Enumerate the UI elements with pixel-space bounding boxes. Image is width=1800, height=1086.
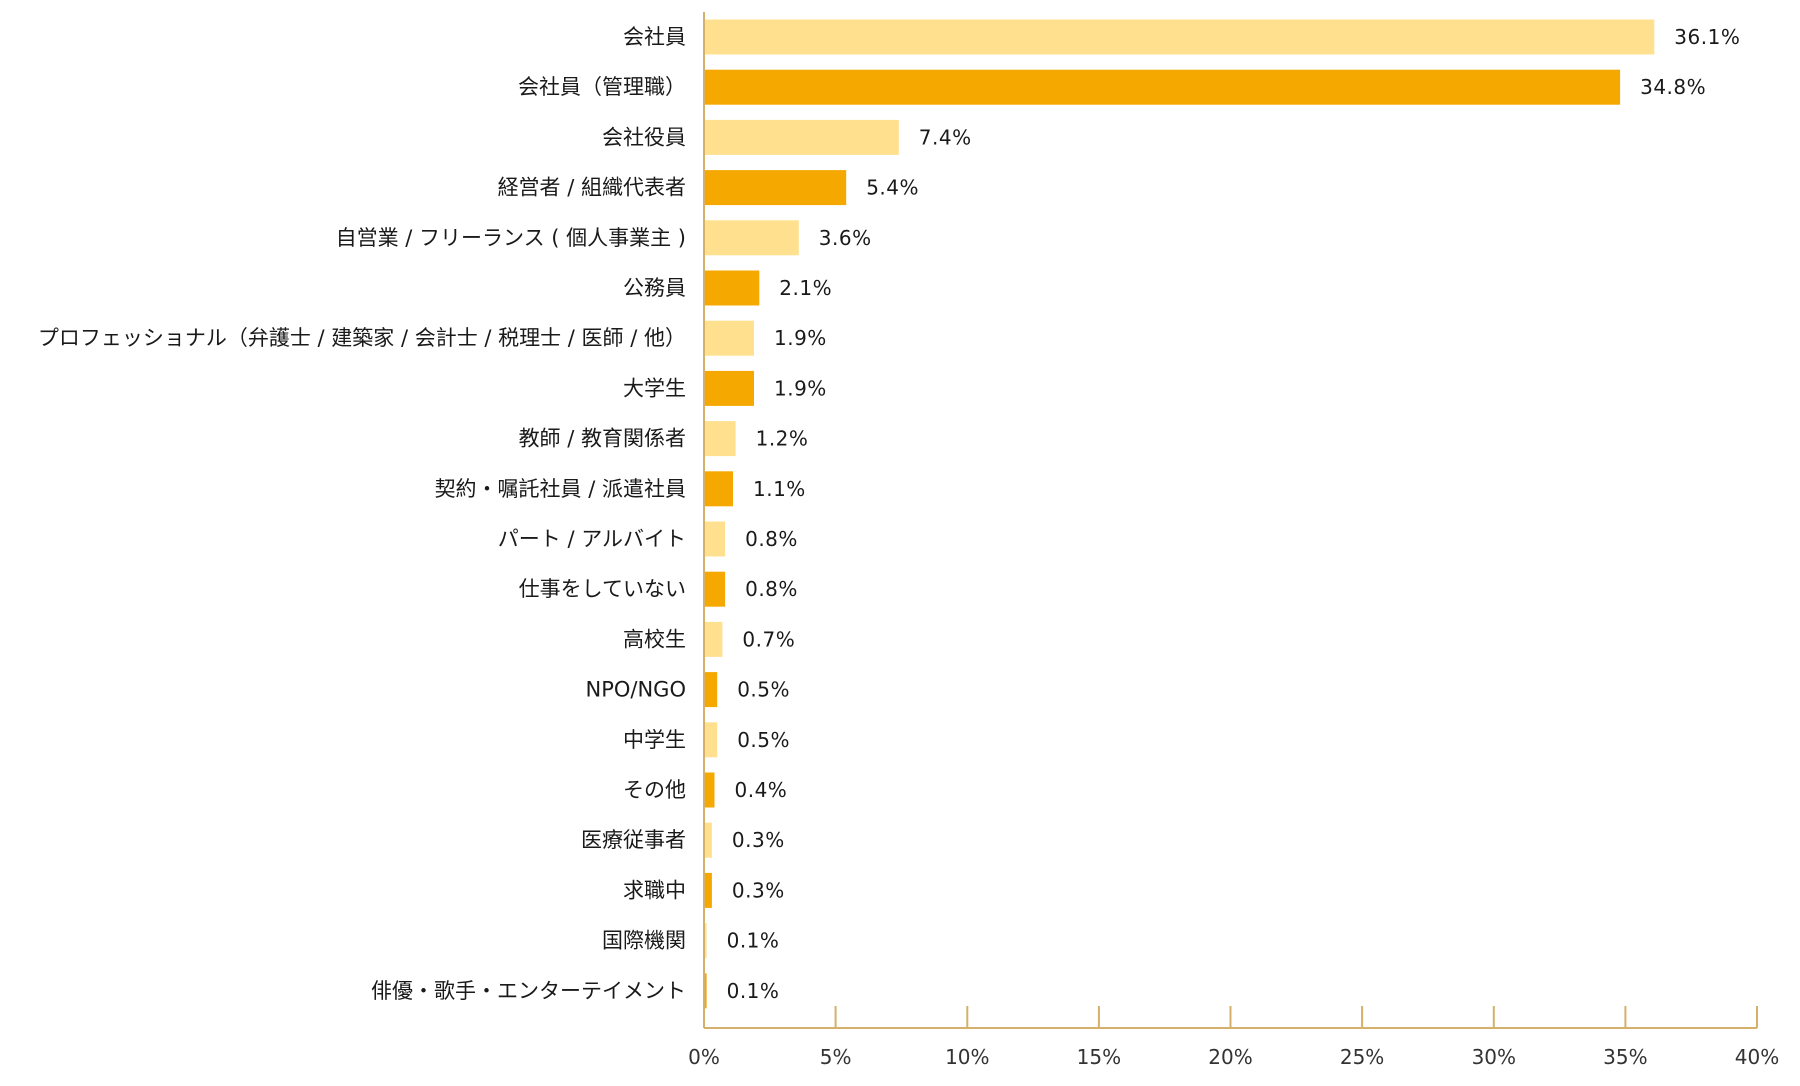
x-tick-label-4: 20%	[1208, 1045, 1252, 1069]
category-label-10: パート / アルバイト	[498, 527, 686, 551]
category-label-4: 自営業 / フリーランス ( 個人事業主 )	[336, 226, 686, 250]
bar-12	[704, 621, 723, 657]
category-label-11: 仕事をしていない	[519, 577, 686, 601]
category-label-18: 国際機関	[602, 929, 686, 953]
bar-5	[704, 270, 760, 306]
category-label-13: NPO/NGO	[586, 678, 687, 702]
value-label-11: 0.8%	[745, 577, 798, 601]
value-label-0: 36.1%	[1674, 25, 1740, 49]
bar-6	[704, 320, 754, 356]
bar-4	[704, 220, 799, 256]
x-tick-label-8: 40%	[1735, 1045, 1779, 1069]
bar-7	[704, 370, 754, 406]
category-label-7: 大学生	[623, 376, 686, 400]
bar-1	[704, 69, 1621, 105]
value-label-2: 7.4%	[919, 125, 972, 149]
x-tick-label-5: 25%	[1340, 1045, 1384, 1069]
value-label-12: 0.7%	[742, 627, 795, 651]
bar-11	[704, 571, 726, 607]
value-label-1: 34.8%	[1640, 75, 1706, 99]
category-label-12: 高校生	[623, 627, 686, 651]
bars-layer	[704, 19, 1655, 1009]
value-label-8: 1.2%	[756, 427, 809, 451]
value-label-14: 0.5%	[737, 728, 790, 752]
category-label-16: 医療従事者	[581, 828, 686, 852]
category-label-6: プロフェッショナル（弁護士 / 建築家 / 会計士 / 税理士 / 医師 / 他…	[38, 326, 686, 350]
category-label-9: 契約・嘱託社員 / 派遣社員	[435, 477, 686, 501]
x-tick-label-7: 35%	[1603, 1045, 1647, 1069]
labels-layer: 会社員 36.1% 会社員（管理職） 34.8% 会社役員 7.4% 経営者 / 組織代表者…	[38, 25, 1740, 1003]
category-label-14: 中学生	[623, 728, 686, 752]
x-tick-label-1: 5%	[820, 1045, 852, 1069]
value-label-4: 3.6%	[819, 226, 872, 250]
bar-18	[704, 923, 707, 959]
x-tick-label-0: 0%	[688, 1045, 720, 1069]
value-label-9: 1.1%	[753, 477, 806, 501]
x-tick-label-6: 30%	[1472, 1045, 1516, 1069]
category-label-15: その他	[623, 778, 686, 802]
bar-3	[704, 170, 847, 206]
bar-14	[704, 722, 718, 758]
value-label-18: 0.1%	[727, 929, 780, 953]
category-label-0: 会社員	[623, 25, 686, 49]
bar-16	[704, 822, 712, 858]
bar-10	[704, 521, 726, 557]
bar-2	[704, 119, 899, 155]
value-label-16: 0.3%	[732, 828, 785, 852]
value-label-7: 1.9%	[774, 376, 827, 400]
category-label-1: 会社員（管理職）	[518, 75, 686, 99]
value-label-15: 0.4%	[735, 778, 788, 802]
bar-0	[704, 19, 1655, 55]
x-tick-label-2: 10%	[945, 1045, 989, 1069]
bar-9	[704, 471, 733, 507]
value-label-6: 1.9%	[774, 326, 827, 350]
category-label-2: 会社役員	[602, 125, 686, 149]
bar-15	[704, 772, 715, 808]
x-axis: 0% 5% 10% 15% 20% 25% 30% 35% 40%	[688, 12, 1779, 1069]
value-label-17: 0.3%	[732, 878, 785, 902]
value-label-19: 0.1%	[727, 979, 780, 1003]
value-label-10: 0.8%	[745, 527, 798, 551]
category-label-5: 公務員	[623, 276, 686, 300]
bar-19	[704, 973, 707, 1009]
bar-13	[704, 672, 718, 708]
x-tick-label-3: 15%	[1077, 1045, 1121, 1069]
bar-8	[704, 421, 736, 457]
category-label-17: 求職中	[623, 878, 686, 902]
value-label-3: 5.4%	[866, 176, 919, 200]
category-label-19: 俳優・歌手・エンターテイメント	[371, 979, 686, 1003]
category-label-8: 教師 / 教育関係者	[519, 427, 686, 451]
category-label-3: 経営者 / 組織代表者	[498, 176, 686, 200]
value-label-13: 0.5%	[737, 678, 790, 702]
value-label-5: 2.1%	[779, 276, 832, 300]
bar-17	[704, 872, 712, 908]
